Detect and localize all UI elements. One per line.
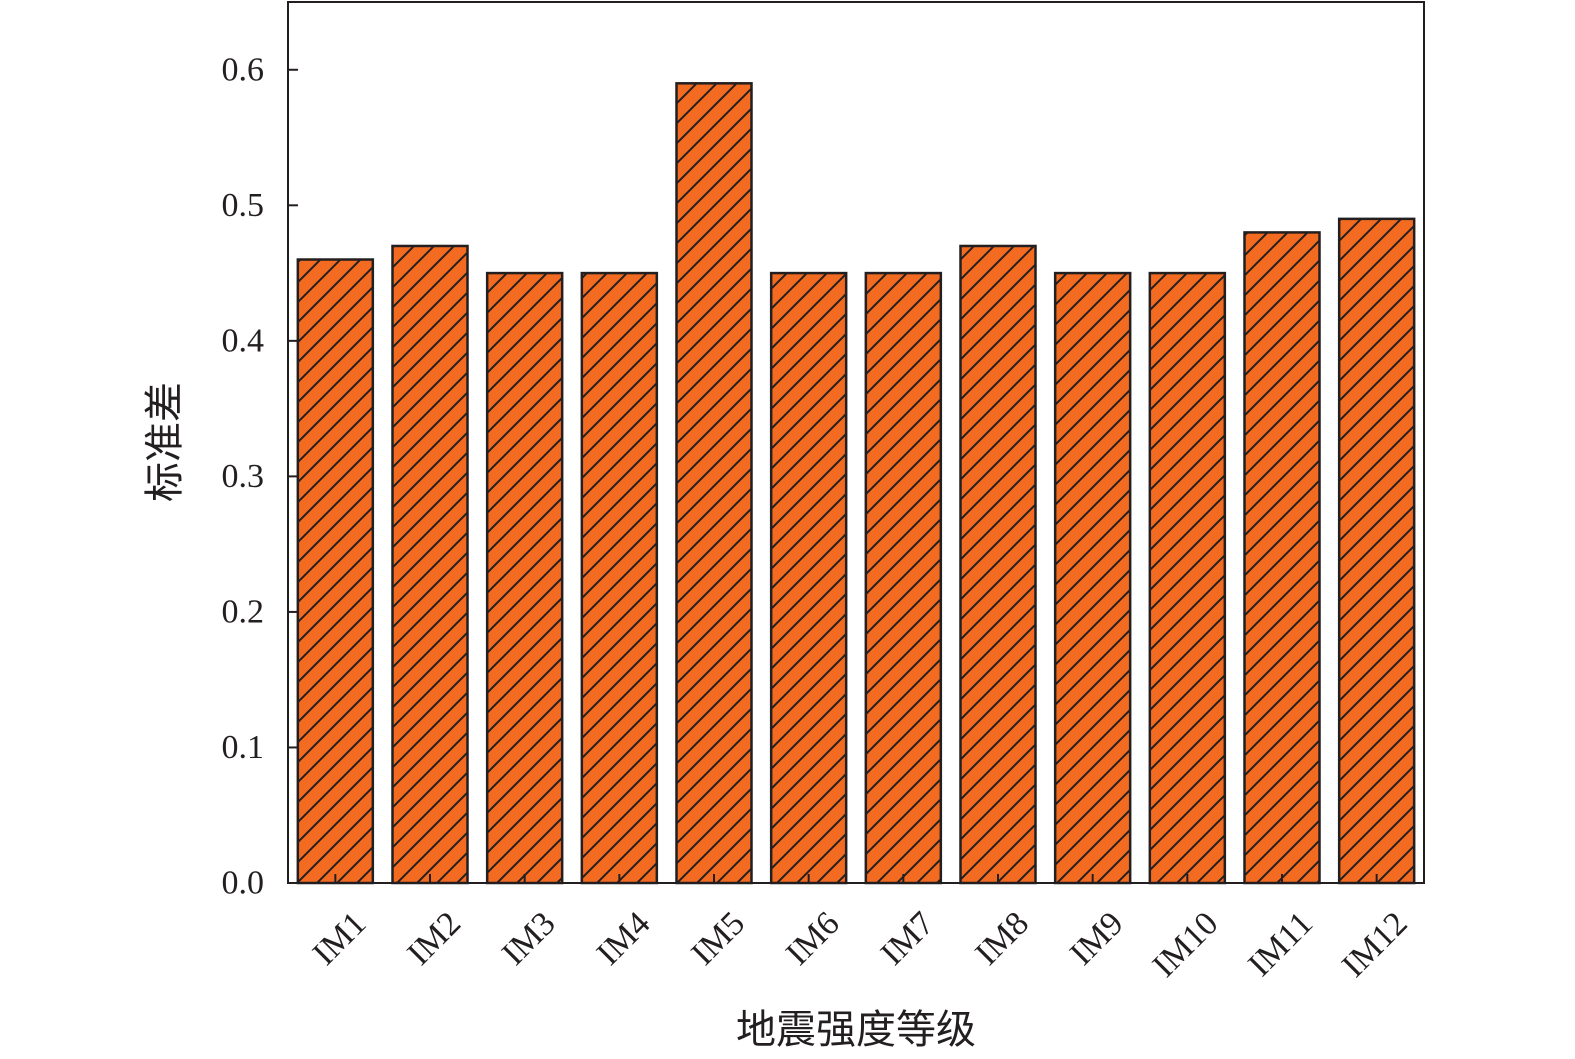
y-tick-label: 0.2 [222,593,265,630]
bar-im11 [1243,231,1321,885]
bars-layer [296,82,1416,885]
x-tick-label: IM5 [684,905,752,973]
bar-im9 [1053,271,1132,885]
y-tick-label: 0.3 [222,458,265,495]
y-axis-ticks: 0.0 0.1 0.2 0.3 0.4 0.5 0.6 [222,51,298,902]
y-tick-label: 0.6 [222,51,265,88]
bar-im1 [296,258,375,885]
x-tick-label: IM3 [495,905,563,973]
bar-im2 [391,244,469,885]
x-tick-label: IM7 [874,905,942,973]
x-tick-label: IM12 [1335,905,1415,985]
x-tick-label: IM10 [1146,905,1226,985]
bar-im7 [864,271,943,885]
x-tick-label: IM11 [1241,905,1320,984]
bar-im3 [485,271,564,885]
bar-im10 [1148,271,1227,885]
x-tick-label: IM2 [400,905,468,973]
bar-im5 [675,82,753,885]
x-tick-label: IM4 [590,905,658,973]
x-tick-label: IM9 [1063,905,1131,973]
y-tick-label: 0.0 [222,865,265,902]
y-axis-title: 标准差 [142,382,188,502]
x-axis-labels: IM1 IM2 IM3 IM4 IM5 IM6 IM7 IM8 IM9 IM10 IM11 IM12 [306,905,1415,985]
y-tick-label: 0.5 [222,187,265,224]
bar-im4 [580,271,659,885]
bar-im6 [769,271,848,885]
x-axis-title: 地震强度等级 [736,1007,976,1053]
bar-im8 [959,244,1037,885]
y-tick-label: 0.1 [222,729,265,766]
x-tick-label: IM8 [968,905,1036,973]
plot-frame [287,1,1425,884]
y-tick-label: 0.4 [222,322,265,359]
bar-im12 [1337,217,1416,885]
x-tick-label: IM6 [779,905,847,973]
x-tick-label: IM1 [306,905,374,973]
